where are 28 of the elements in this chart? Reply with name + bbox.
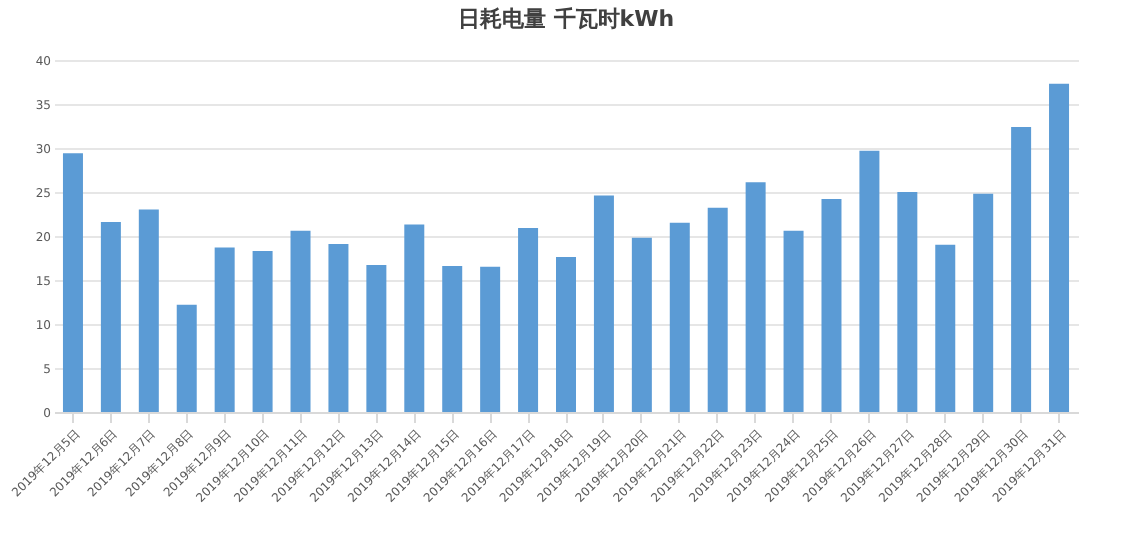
bar xyxy=(1011,126,1032,412)
bar xyxy=(593,195,614,412)
bar xyxy=(442,265,463,412)
bar xyxy=(973,193,994,412)
bar xyxy=(783,230,804,412)
bar xyxy=(176,304,197,412)
bar xyxy=(290,230,311,412)
bar xyxy=(366,265,387,412)
bar xyxy=(62,153,83,412)
bar xyxy=(669,222,690,412)
bar xyxy=(328,243,349,412)
bar xyxy=(138,209,159,412)
bar xyxy=(480,266,501,412)
bar xyxy=(859,150,880,412)
bar xyxy=(935,244,956,412)
bar xyxy=(1049,83,1070,412)
bar xyxy=(556,257,576,412)
bar xyxy=(214,247,235,412)
bar xyxy=(631,237,652,412)
chart-title: 日耗电量 千瓦时kWh xyxy=(457,6,675,32)
bar xyxy=(897,192,918,412)
bar xyxy=(821,199,842,412)
bar xyxy=(518,228,539,412)
bar xyxy=(707,207,728,412)
bar xyxy=(745,182,766,412)
bar xyxy=(252,250,273,412)
bar xyxy=(404,224,425,412)
bar xyxy=(100,221,121,412)
